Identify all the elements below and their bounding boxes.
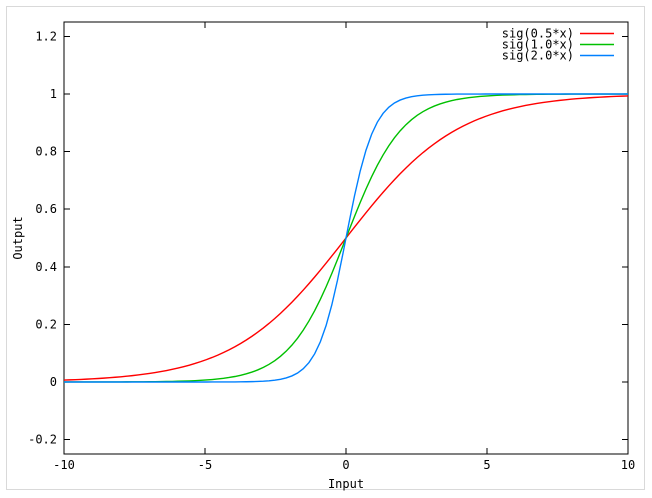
- y-tick-label: 0: [50, 375, 57, 389]
- y-tick-label: 1: [50, 87, 57, 101]
- x-axis-title: Input: [328, 477, 364, 491]
- y-tick-label: 1.2: [35, 29, 57, 43]
- y-axis-title: Output: [11, 216, 25, 259]
- curve-sig(2.0*x): [64, 93, 628, 383]
- legend: sig(0.5*x) sig(1.0*x) sig(2.0*x): [502, 27, 614, 63]
- legend-entry-sig-2.0x: sig(2.0*x): [502, 49, 614, 63]
- y-tick-label: 0.8: [35, 145, 57, 159]
- y-tick-label: 0.2: [35, 317, 57, 331]
- curves: [63, 93, 629, 383]
- y-tick-label: 0.6: [35, 202, 57, 216]
- x-tick-label: 5: [483, 458, 490, 472]
- x-tick-label: -10: [53, 458, 75, 472]
- x-tick-label: 0: [342, 458, 349, 472]
- legend-entry-sig-0.5x: sig(0.5*x): [502, 27, 614, 41]
- legend-label-sig-1.0x: sig(1.0*x): [502, 38, 574, 52]
- axes: [63, 21, 629, 455]
- legend-label-sig-2.0x: sig(2.0*x): [502, 49, 574, 63]
- legend-label-sig-0.5x: sig(0.5*x): [502, 27, 574, 41]
- y-tick-label: 0.4: [35, 260, 57, 274]
- x-tick-label: -5: [198, 458, 212, 472]
- legend-entry-sig-1.0x: sig(1.0*x): [502, 38, 614, 52]
- y-tick-label: -0.2: [28, 433, 57, 447]
- tick-labels: -10 -5 0 5 10 -0.2 0 0.2 0.4 0.6 0.8 1 1.2: [28, 29, 635, 472]
- x-tick-label: 10: [621, 458, 635, 472]
- image-frame: [6, 6, 645, 490]
